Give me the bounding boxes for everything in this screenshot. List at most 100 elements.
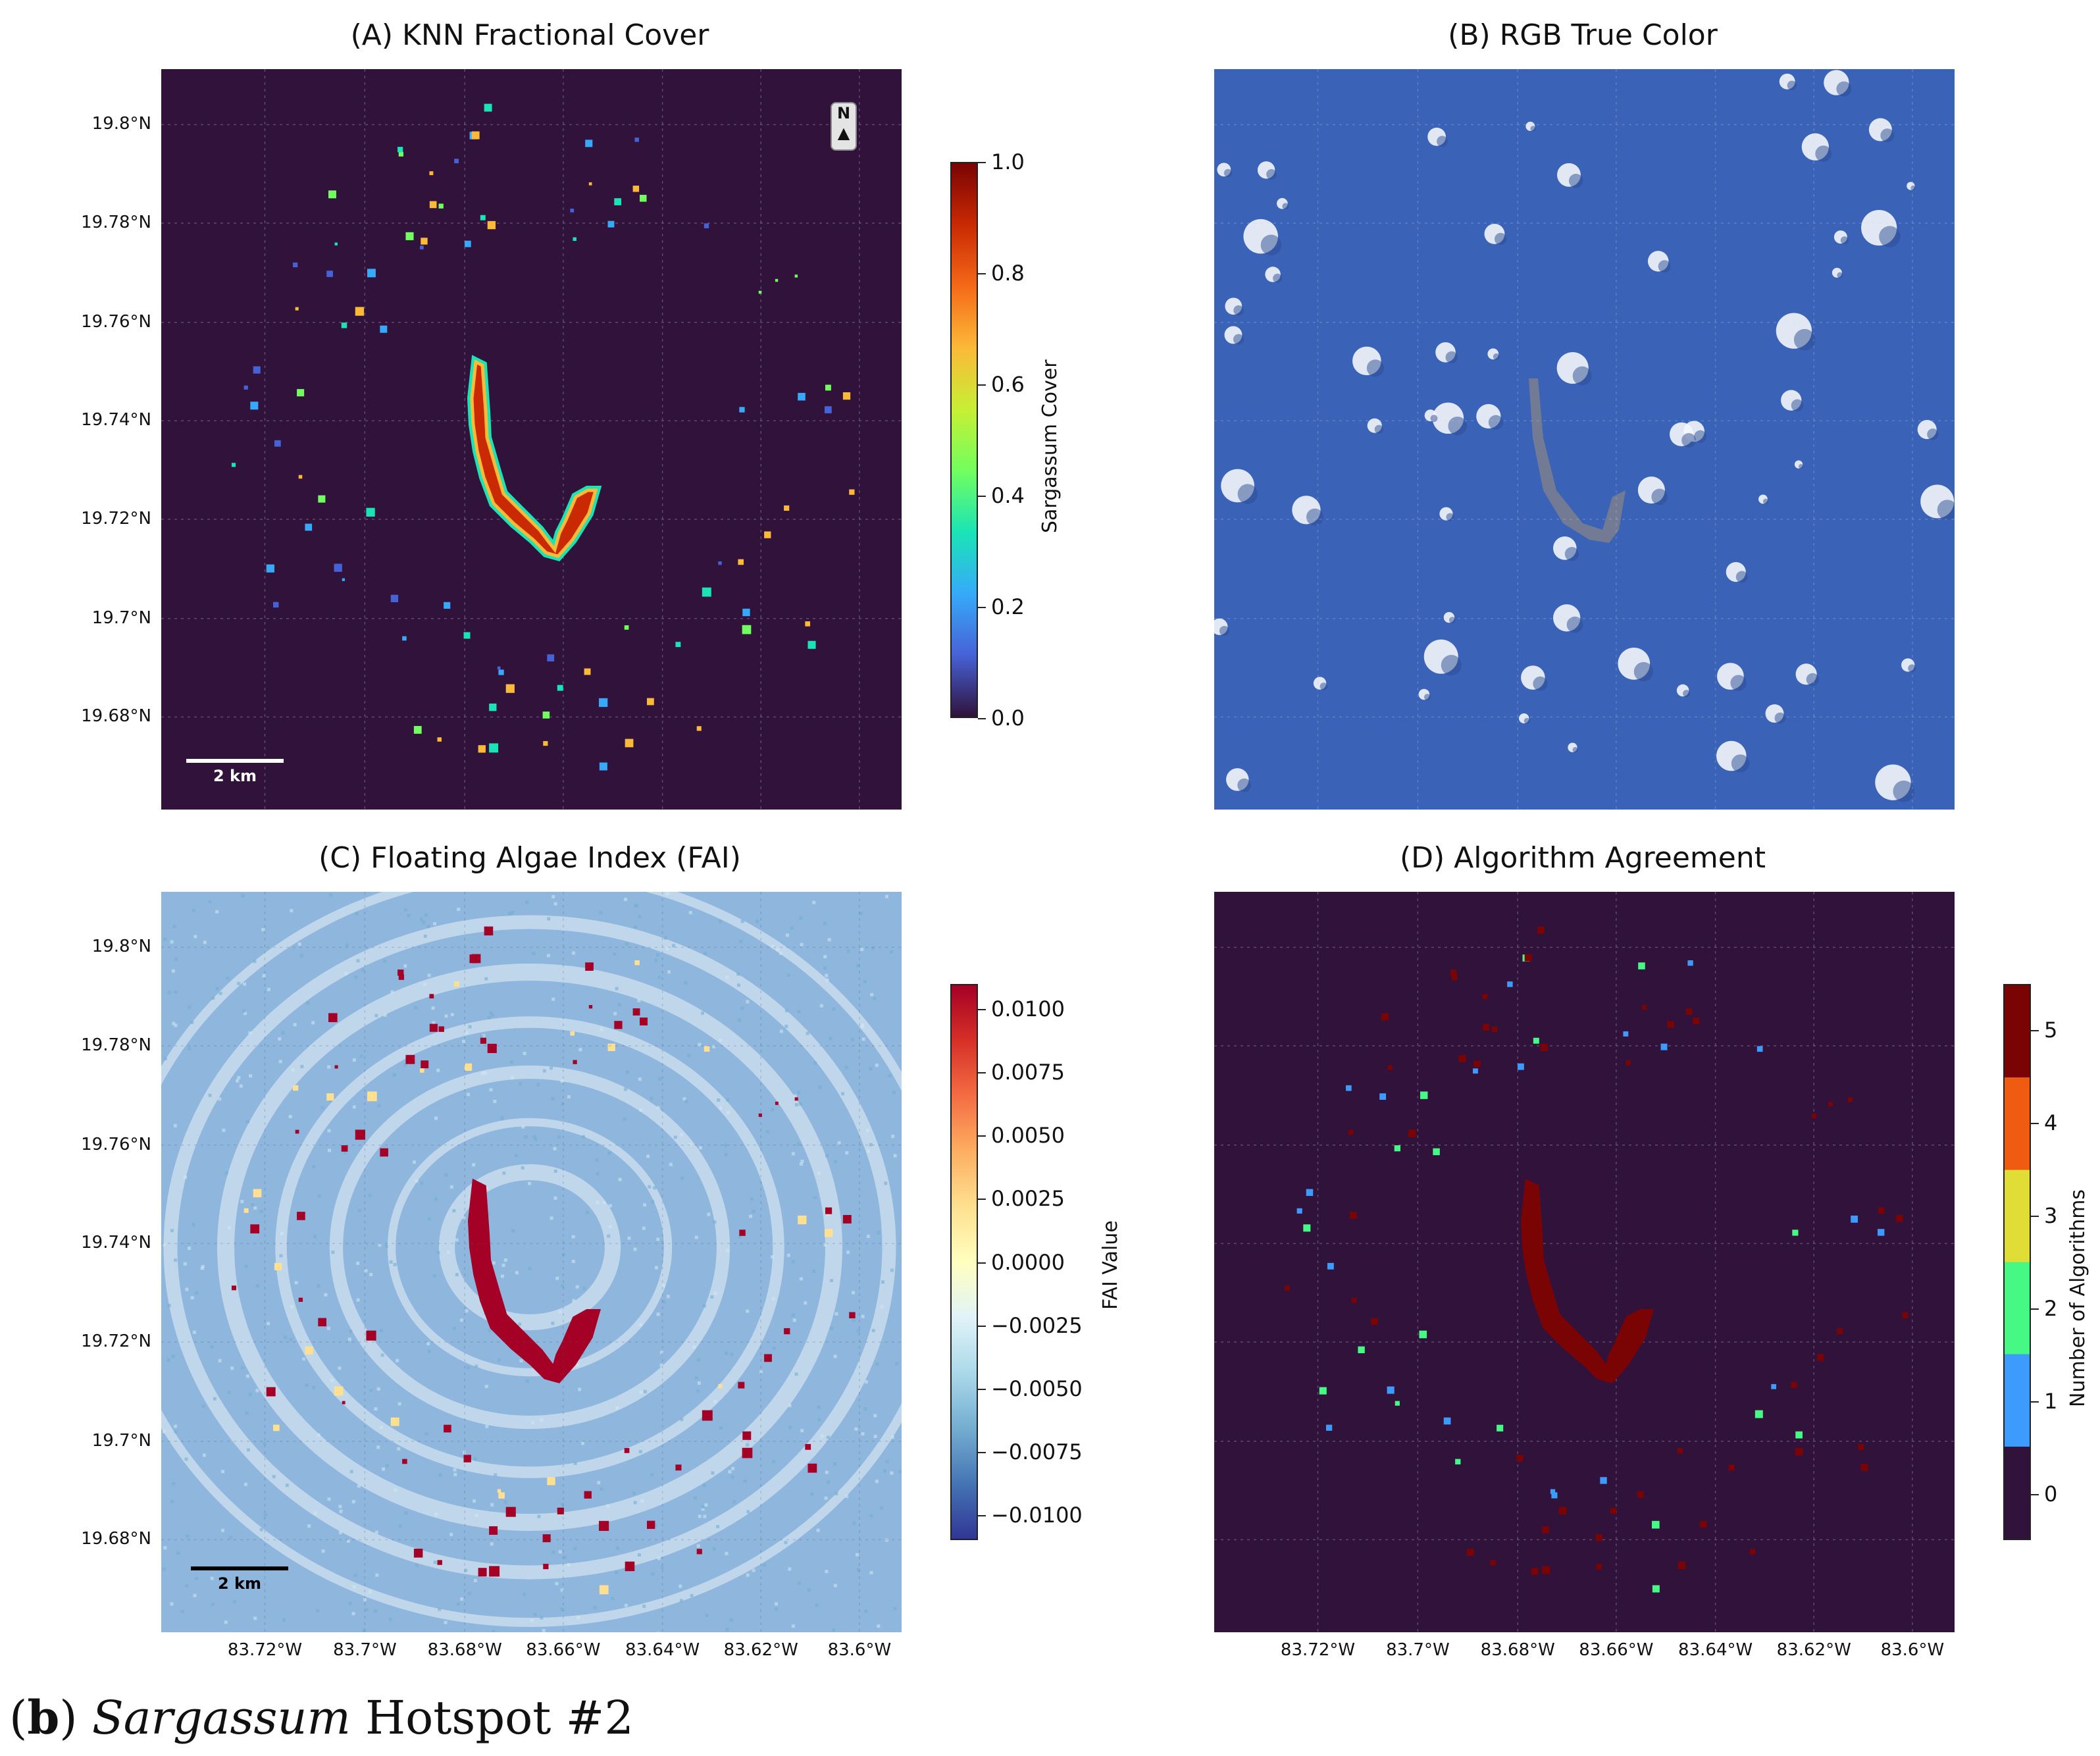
texture-pixel (825, 978, 829, 982)
texture-pixel (464, 1568, 468, 1572)
texture-pixel (243, 1012, 247, 1016)
texture-pixel (338, 1505, 342, 1509)
texture-pixel (596, 1172, 600, 1176)
texture-pixel (253, 1616, 257, 1620)
texture-pixel (527, 1181, 531, 1185)
texture-pixel (436, 1251, 440, 1254)
cover-patch (484, 103, 492, 112)
texture-pixel (719, 1426, 723, 1430)
texture-pixel (573, 1547, 577, 1551)
texture-pixel (480, 1035, 484, 1039)
texture-pixel (888, 1074, 892, 1078)
texture-pixel (432, 1274, 436, 1278)
fai-patch (543, 1563, 549, 1570)
texture-pixel (396, 1358, 399, 1362)
texture-pixel (713, 1291, 717, 1295)
texture-pixel (427, 973, 431, 977)
texture-pixel (392, 1073, 396, 1077)
cover-patch (342, 578, 346, 581)
texture-pixel (456, 1602, 460, 1606)
cover-patch (742, 608, 750, 617)
texture-pixel (595, 1158, 599, 1162)
texture-pixel (776, 948, 780, 952)
agreement-pixel (1652, 1585, 1660, 1593)
texture-pixel (344, 971, 348, 975)
texture-pixel (488, 1329, 492, 1333)
texture-pixel (242, 1009, 245, 1013)
fai-patch (484, 926, 494, 936)
texture-pixel (279, 1254, 283, 1258)
texture-pixel (485, 1424, 489, 1428)
fai-patch (366, 1330, 376, 1341)
texture-pixel (817, 1405, 821, 1409)
colorbar-tick-mark (2031, 1030, 2039, 1032)
agreement-pixel (1542, 1566, 1550, 1574)
colorbar-tick-mark (978, 1451, 986, 1453)
texture-pixel (596, 1201, 600, 1204)
texture-pixel (680, 1176, 684, 1180)
texture-pixel (615, 1571, 619, 1575)
texture-pixel (339, 1509, 343, 1513)
texture-pixel (599, 911, 603, 915)
texture-pixel (870, 993, 874, 996)
texture-pixel (819, 1004, 823, 1008)
cover-patch (355, 307, 365, 316)
texture-pixel (702, 1304, 706, 1308)
texture-pixel (864, 1380, 868, 1384)
fai-patch (231, 1285, 236, 1291)
texture-pixel (172, 1482, 176, 1485)
texture-pixel (431, 1006, 435, 1010)
texture-pixel (170, 1602, 174, 1606)
texture-pixel (375, 1573, 379, 1577)
texture-pixel (553, 1196, 557, 1200)
texture-pixel (560, 1588, 564, 1592)
texture-pixel (639, 1108, 643, 1112)
texture-pixel (444, 1173, 448, 1177)
texture-pixel (281, 1031, 285, 1035)
agreement-pixel (1381, 1013, 1389, 1021)
agreement-pixel (1473, 1060, 1481, 1068)
texture-pixel (474, 1364, 478, 1368)
texture-pixel (710, 1295, 714, 1299)
cover-patch (825, 384, 831, 391)
texture-pixel (823, 954, 827, 958)
texture-pixel (426, 925, 430, 929)
agreement-pixel (1420, 1091, 1428, 1099)
texture-pixel (724, 1152, 728, 1156)
texture-pixel (180, 1609, 184, 1613)
texture-pixel (746, 1510, 750, 1514)
texture-pixel (869, 1571, 873, 1575)
texture-pixel (174, 957, 178, 961)
texture-pixel (486, 1212, 490, 1216)
texture-pixel (875, 1362, 879, 1366)
texture-pixel (385, 1464, 389, 1468)
texture-pixel (472, 1163, 476, 1167)
texture-pixel (738, 1235, 742, 1239)
agreement-pixel (1811, 1113, 1817, 1119)
texture-pixel (771, 1108, 775, 1112)
longitude-tick-label: 83.62°W (1776, 1640, 1851, 1660)
texture-pixel (348, 1601, 352, 1605)
texture-pixel (832, 1007, 836, 1011)
texture-pixel (239, 1084, 243, 1088)
cover-patch (588, 182, 592, 186)
colorbar-tick-label: 1.0 (991, 149, 1025, 174)
texture-pixel (251, 1203, 255, 1207)
fai-patch (704, 1046, 710, 1052)
texture-pixel (800, 1429, 804, 1433)
texture-pixel (171, 969, 175, 973)
colorbar-tick-mark (2031, 1216, 2039, 1218)
cloud-shadow (1566, 616, 1583, 633)
fai-patch (478, 1568, 487, 1577)
texture-pixel (571, 951, 575, 955)
texture-pixel (576, 1363, 580, 1367)
texture-pixel (657, 1557, 661, 1561)
agreement-pixel (1858, 1444, 1864, 1450)
texture-pixel (208, 1093, 212, 1097)
texture-pixel (171, 1355, 175, 1358)
texture-pixel (633, 1247, 637, 1251)
texture-pixel (666, 1295, 670, 1299)
fai-patch (632, 1008, 640, 1016)
texture-pixel (507, 912, 511, 916)
texture-pixel (521, 1166, 525, 1170)
